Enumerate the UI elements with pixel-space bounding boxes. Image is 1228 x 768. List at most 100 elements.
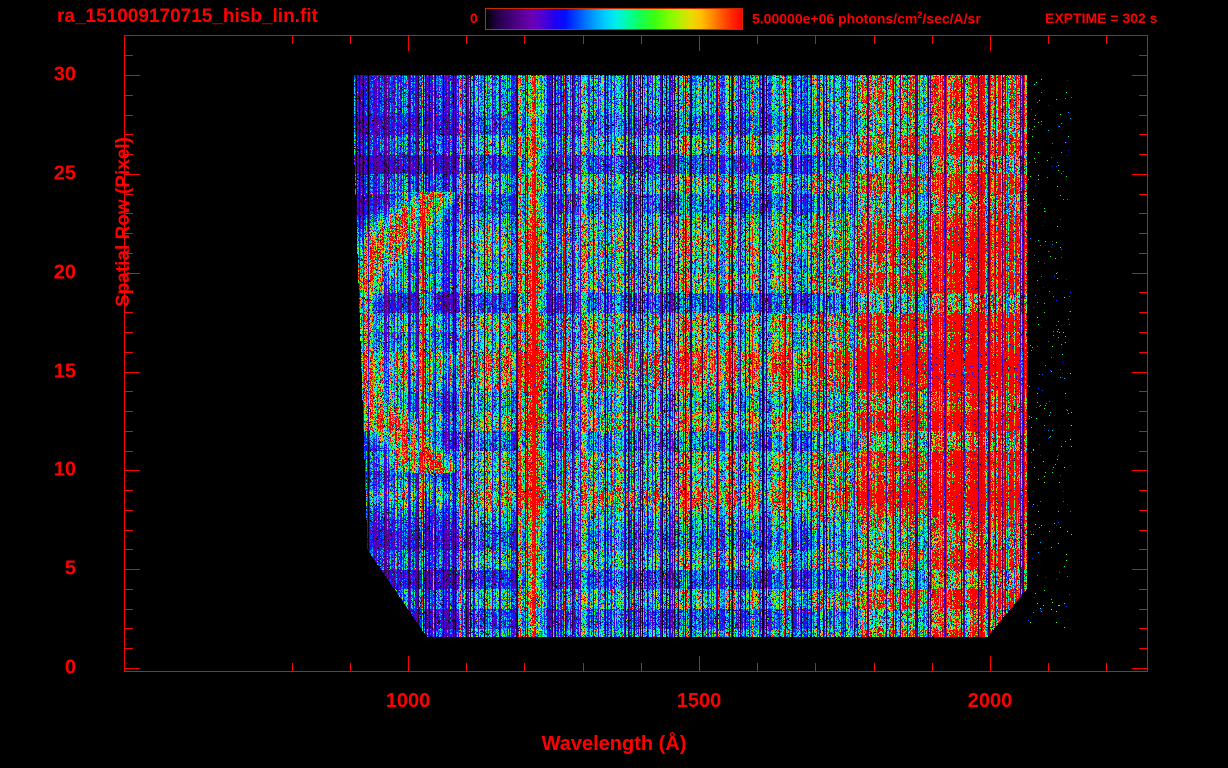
y-axis-tick — [125, 549, 133, 551]
x-axis-tick — [291, 663, 293, 671]
x-axis-tick — [757, 36, 759, 44]
y-axis-tick — [1139, 312, 1147, 314]
x-axis-tick — [640, 36, 642, 44]
y-axis-tick — [125, 411, 133, 413]
y-axis-tick — [1139, 549, 1147, 551]
x-axis-tick — [466, 36, 468, 44]
colorbar-max-value: 5.00000e+06 — [752, 10, 835, 27]
y-axis-tick — [125, 154, 133, 156]
x-axis-tick — [757, 663, 759, 671]
y-axis-tick — [125, 490, 133, 492]
x-axis-tick — [990, 656, 991, 671]
spectrum-heatmap-image — [125, 36, 1147, 671]
x-axis-title: Wavelength (Å) — [541, 733, 687, 755]
spectrum-plot-area — [124, 35, 1148, 672]
y-axis-tick — [125, 450, 133, 452]
y-axis-tick — [1132, 173, 1147, 175]
x-axis-tick — [524, 663, 526, 671]
colorbar-units-exponent: 2 — [917, 10, 923, 20]
y-axis-tick — [125, 75, 140, 76]
y-axis-tick-label: 5 — [64, 557, 76, 580]
colorbar-units-pre: photons/cm — [834, 10, 918, 27]
y-axis-tick — [125, 272, 140, 274]
y-axis-tick-label: 0 — [64, 656, 76, 679]
y-axis-tick — [125, 173, 140, 175]
x-axis-tick-label: 1500 — [676, 690, 722, 712]
y-axis-tick — [1139, 648, 1147, 650]
y-axis-tick — [1139, 529, 1147, 531]
y-axis-tick — [1139, 411, 1147, 413]
x-axis-tick — [1106, 663, 1108, 671]
rainbow-colorbar — [485, 8, 743, 30]
x-axis-tick — [699, 656, 700, 671]
y-axis-tick — [125, 193, 133, 195]
y-axis-tick — [125, 668, 140, 669]
y-axis-tick — [1139, 588, 1147, 590]
y-axis-tick — [1139, 450, 1147, 452]
y-axis-tick — [1139, 292, 1147, 294]
colorbar-units-post: /sec/A/sr — [922, 10, 981, 27]
y-axis-tick — [1139, 154, 1147, 156]
y-axis-tick — [1132, 569, 1147, 571]
x-axis-tick — [582, 663, 584, 671]
x-axis-tick — [931, 663, 933, 671]
y-axis-tick — [1139, 331, 1147, 333]
x-axis-tick — [582, 36, 584, 44]
y-axis-tick — [125, 233, 133, 235]
y-axis-tick — [125, 391, 133, 393]
y-axis-tick — [1132, 470, 1147, 472]
y-axis-tick — [1139, 509, 1147, 511]
x-axis-tick-label: 2000 — [967, 690, 1013, 712]
x-axis-tick — [815, 663, 817, 671]
x-axis-tick — [990, 36, 991, 51]
y-axis-tick — [125, 569, 140, 571]
x-axis-tick — [640, 663, 642, 671]
x-axis-tick — [349, 36, 351, 44]
y-axis-tick — [125, 371, 140, 373]
y-axis-tick — [1139, 213, 1147, 215]
y-axis-tick — [1139, 252, 1147, 254]
exptime-label: EXPTIME = 302 s — [1045, 10, 1158, 26]
y-axis-tick — [1132, 75, 1147, 76]
y-axis-tick — [125, 213, 133, 215]
x-axis-tick — [931, 36, 933, 44]
y-axis-tick — [1132, 668, 1147, 669]
y-axis-tick — [125, 470, 140, 472]
x-axis-tick — [466, 663, 468, 671]
x-axis-tick — [408, 36, 409, 51]
y-axis-tick — [1132, 272, 1147, 274]
page-title: ra_151009170715_hisb_lin.fit — [57, 6, 318, 27]
x-axis-tick — [349, 663, 351, 671]
y-axis-tick — [125, 312, 133, 314]
y-axis-tick-label: 15 — [53, 360, 76, 382]
y-axis-tick — [125, 529, 133, 531]
y-axis-tick — [1139, 351, 1147, 353]
y-axis-tick — [125, 648, 133, 650]
colorbar-max-label: 5.00000e+06 photons/cm2/sec/A/sr — [752, 10, 981, 27]
y-axis-title: Spatial Row (Pixel) — [113, 137, 134, 307]
x-axis-tick — [873, 36, 875, 44]
y-axis-tick — [1139, 490, 1147, 492]
x-axis-tick — [1048, 663, 1050, 671]
y-axis-tick — [1139, 233, 1147, 235]
y-axis-tick-label: 30 — [53, 63, 76, 86]
y-axis-tick — [1139, 55, 1147, 57]
y-axis-tick — [125, 94, 133, 96]
y-axis-tick — [1139, 430, 1147, 432]
y-axis-tick-label: 20 — [53, 261, 76, 284]
x-axis-tick — [1106, 36, 1108, 44]
y-axis-tick — [125, 608, 133, 610]
y-axis-tick — [125, 588, 133, 590]
y-axis-tick — [125, 430, 133, 432]
y-axis-tick — [125, 628, 133, 630]
y-axis-tick — [1132, 371, 1147, 373]
y-axis-tick — [125, 55, 133, 57]
x-axis-tick — [291, 36, 293, 44]
x-axis-tick-label: 1000 — [385, 690, 431, 712]
y-axis-tick — [1139, 391, 1147, 393]
x-axis-tick — [699, 36, 700, 51]
y-axis-tick — [1139, 114, 1147, 116]
y-axis-tick — [125, 351, 133, 353]
y-axis-tick — [125, 114, 133, 116]
